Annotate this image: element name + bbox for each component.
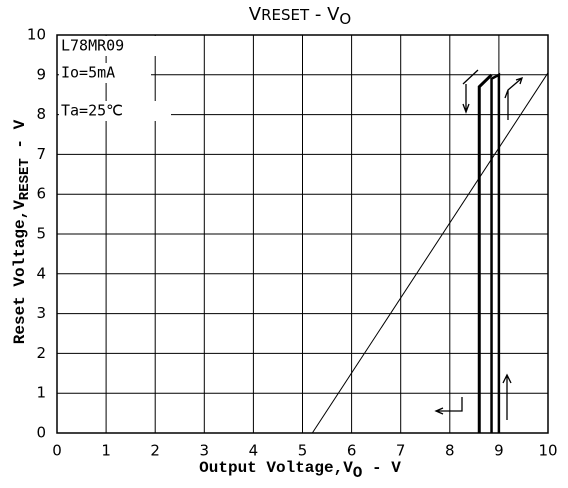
x-axis-label: Output Voltage,VO - V — [199, 459, 401, 482]
title-part: - V — [309, 4, 340, 25]
arrow-up — [502, 373, 512, 420]
label-part: - V — [362, 459, 401, 477]
x-tick-label: 1 — [101, 442, 111, 460]
x-tick-label: 5 — [298, 442, 308, 460]
data-line — [490, 72, 501, 433]
annotation-bg — [59, 63, 151, 83]
x-tick-label: 4 — [249, 442, 259, 460]
data-line — [311, 72, 548, 433]
arrows — [434, 69, 524, 420]
y-tick-label: 1 — [36, 384, 46, 402]
x-tick-label: 9 — [494, 442, 504, 460]
x-tick-label: 3 — [200, 442, 210, 460]
y-tick-label: 0 — [36, 424, 46, 442]
plot-frame — [56, 34, 549, 434]
y-tick-label: 2 — [36, 344, 46, 362]
y-tick-label: 7 — [36, 145, 46, 163]
annotation: Io=5mA — [61, 64, 115, 82]
y-tick-label: 10 — [27, 26, 46, 44]
x-tick-label: 0 — [52, 442, 62, 460]
arrow-down — [462, 69, 479, 114]
annotation: L78MR09 — [61, 37, 124, 55]
data-line — [477, 73, 493, 433]
label-part: O — [353, 464, 363, 482]
arrow-left — [434, 397, 463, 415]
arrow-up-right — [504, 76, 524, 120]
x-tick-label: 7 — [396, 442, 406, 460]
x-tick-label: 6 — [347, 442, 357, 460]
title-part: V — [249, 4, 262, 25]
y-tick-label: 3 — [36, 304, 46, 322]
label-part: Output Voltage,V — [199, 459, 353, 477]
y-axis-label: Reset Voltage,VRESET - V — [11, 119, 32, 344]
annotation: Ta=25℃ — [61, 102, 123, 120]
x-tick-label: 2 — [150, 442, 160, 460]
label-part: RESET — [17, 158, 33, 200]
y-tick-label: 6 — [36, 185, 46, 203]
y-tick-label: 8 — [36, 105, 46, 123]
title-part: O — [339, 10, 351, 28]
label-part: - V — [11, 119, 29, 158]
y-tick-label: 4 — [36, 264, 46, 282]
x-tick-label: 10 — [538, 442, 557, 460]
annotation-bg — [59, 101, 171, 121]
label-part: Reset Voltage,V — [11, 200, 29, 344]
chart-title: VRESET - VO — [249, 4, 351, 28]
y-tick-label: 5 — [36, 225, 46, 243]
x-tick-label: 8 — [445, 442, 455, 460]
y-tick-label: 9 — [36, 65, 46, 83]
annotation-bg — [59, 36, 171, 56]
title-part: RESET — [261, 6, 310, 24]
